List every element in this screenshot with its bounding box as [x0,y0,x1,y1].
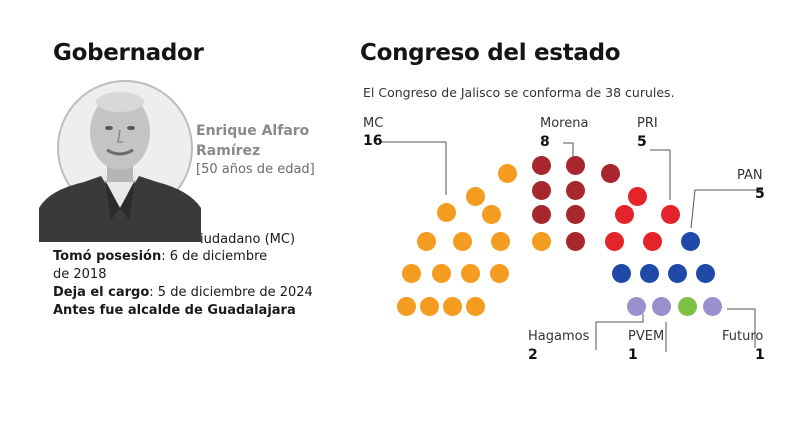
seat-dot-mc [498,164,517,183]
took-office: Tomó posesión: 6 de diciembre de 2018 [53,248,313,284]
seat-dot-pri [661,205,680,224]
seat-dot-mc [453,232,472,251]
seat-dot-mc [466,187,485,206]
seats-futuro: 1 [755,347,765,363]
took-office-label: Tomó posesión [53,249,162,264]
seat-dot-pan [668,264,687,283]
seat-dot-morena [532,205,551,224]
seat-dot-morena [566,156,585,175]
label-pvem: PVEM [628,329,665,344]
seat-dot-pan [612,264,631,283]
seat-dot-mc [532,232,551,251]
seats-mc: 16 [363,133,383,149]
seat-dot-hagamos [627,297,646,316]
seat-dot-pan [681,232,700,251]
seat-dot-pri [605,232,624,251]
seat-dot-pri [628,187,647,206]
took-office-year: de 2018 [53,267,107,282]
seat-dot-morena [566,181,585,200]
seat-dot-morena [532,181,551,200]
seat-dot-pri [615,205,634,224]
seat-dot-pan [640,264,659,283]
seat-dot-mc [482,205,501,224]
label-hagamos: Hagamos [528,329,590,344]
label-pri: PRI [637,116,658,131]
leaves-office-value: : 5 de diciembre de 2024 [149,285,313,300]
seat-dot-mc [397,297,416,316]
seat-dot-mc [461,264,480,283]
seat-dot-mc [417,232,436,251]
label-pan: PAN [737,168,763,183]
label-mc: MC [363,116,384,131]
label-futuro: Futuro [722,329,764,344]
label-morena: Morena [540,116,589,131]
seat-dot-mc [491,232,510,251]
governor-name: Enrique Alfaro Ramírez [196,121,309,161]
seat-dot-pan [696,264,715,283]
seat-dot-mc [437,203,456,222]
seats-morena: 8 [540,134,550,150]
congress-description: El Congreso de Jalisco se conforma de 38… [363,85,675,100]
seat-dot-pvem [678,297,697,316]
took-office-value: : 6 de diciembre [161,249,268,264]
seat-dot-morena [566,205,585,224]
previous-office-text: Antes fue alcalde de Guadalajara [53,303,296,318]
seat-dot-mc [466,297,485,316]
seat-dot-morena [532,156,551,175]
seat-dot-hagamos [652,297,671,316]
seat-dot-mc [443,297,462,316]
seat-dot-mc [402,264,421,283]
seats-pri: 5 [637,134,647,150]
leaves-office-label: Deja el cargo [53,285,150,300]
portrait-icon [39,92,201,242]
congress-title: Congreso del estado [360,40,621,66]
seat-dot-mc [420,297,439,316]
seats-pvem: 1 [628,347,638,363]
governor-title: Gobernador [53,40,204,66]
previous-office: Antes fue alcalde de Guadalajara [53,302,296,320]
governor-age: [50 años de edad] [196,162,315,177]
seats-pan: 5 [755,186,765,202]
seat-dot-futuro [703,297,722,316]
seat-dot-mc [490,264,509,283]
governor-party: iudadano (MC) [200,232,296,247]
name-line-1: Enrique Alfaro [196,123,310,139]
governor-photo [39,80,201,242]
seat-dot-pri [643,232,662,251]
seat-dot-morena [566,232,585,251]
name-line-2: Ramírez [196,143,261,159]
seats-hagamos: 2 [528,347,538,363]
seat-dot-morena [601,164,620,183]
seat-dot-mc [432,264,451,283]
leaves-office: Deja el cargo: 5 de diciembre de 2024 [53,284,313,302]
